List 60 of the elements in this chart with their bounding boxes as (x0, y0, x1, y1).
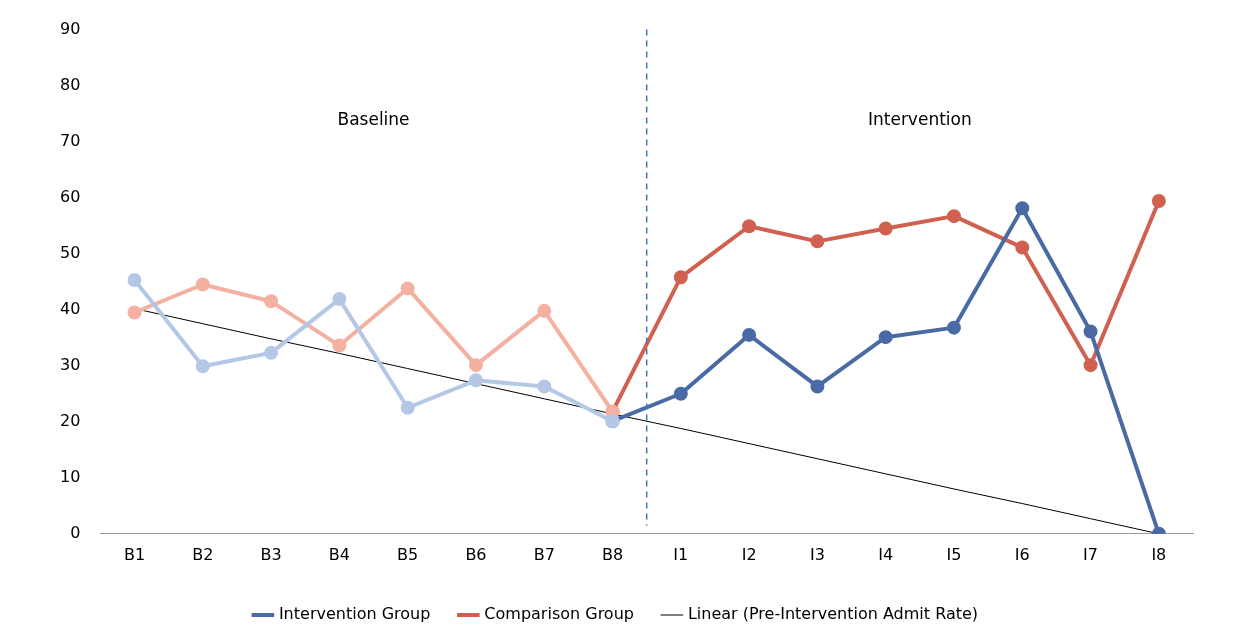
x-tick-label: I8 (1151, 544, 1167, 564)
point (537, 303, 552, 318)
legend-label: Linear (Pre-Intervention Admit Rate) (687, 604, 979, 624)
point (878, 221, 893, 236)
y-tick-label: 60 (60, 186, 81, 206)
x-tick-label: I6 (1014, 544, 1030, 564)
y-tick-label: 0 (70, 522, 81, 542)
x-tick-label: I7 (1083, 544, 1099, 564)
x-tick-label: B4 (328, 544, 350, 564)
point (742, 327, 757, 342)
point (264, 294, 279, 309)
point (332, 338, 347, 353)
x-tick-label: I5 (946, 544, 962, 564)
x-tick-label: I1 (673, 544, 689, 564)
point (810, 234, 825, 249)
point (468, 373, 483, 388)
point (332, 292, 347, 307)
y-tick-label: 70 (60, 130, 81, 150)
legend-label: Comparison Group (484, 604, 634, 624)
x-tick-label: B8 (601, 544, 624, 564)
point (1083, 358, 1098, 373)
legend-label: Intervention Group (278, 604, 431, 624)
point (264, 345, 279, 360)
x-tick-label: B3 (260, 544, 282, 564)
annotation: Baseline (337, 108, 410, 129)
x-tick-label: B7 (533, 544, 555, 564)
x-tick-label: I3 (809, 544, 825, 564)
point (673, 270, 688, 285)
point (1015, 201, 1030, 216)
point (810, 379, 825, 394)
point (400, 400, 415, 415)
annotation: Intervention (867, 108, 972, 129)
x-tick-label: B1 (123, 544, 146, 564)
point (742, 219, 757, 234)
y-tick-label: 30 (60, 354, 81, 374)
x-tick-label: I2 (741, 544, 757, 564)
point (127, 273, 142, 288)
point (195, 277, 210, 292)
x-tick-label: B2 (192, 544, 214, 564)
y-tick-label: 90 (60, 18, 81, 38)
y-tick-label: 80 (60, 74, 81, 94)
point (127, 305, 142, 320)
x-tick-label: B6 (465, 544, 487, 564)
point (1151, 194, 1166, 209)
y-tick-label: 10 (60, 466, 81, 486)
point (1083, 324, 1098, 339)
point (946, 209, 961, 224)
point (468, 358, 483, 373)
point (195, 359, 210, 374)
point (946, 320, 961, 335)
point (673, 386, 688, 401)
point (400, 281, 415, 296)
point (1015, 240, 1030, 255)
y-tick-label: 40 (60, 298, 81, 318)
y-tick-label: 20 (60, 410, 81, 430)
x-tick-label: B5 (397, 544, 419, 564)
y-tick-label: 50 (60, 242, 81, 262)
x-tick-label: I4 (878, 544, 894, 564)
point (537, 379, 552, 394)
point (878, 330, 893, 345)
